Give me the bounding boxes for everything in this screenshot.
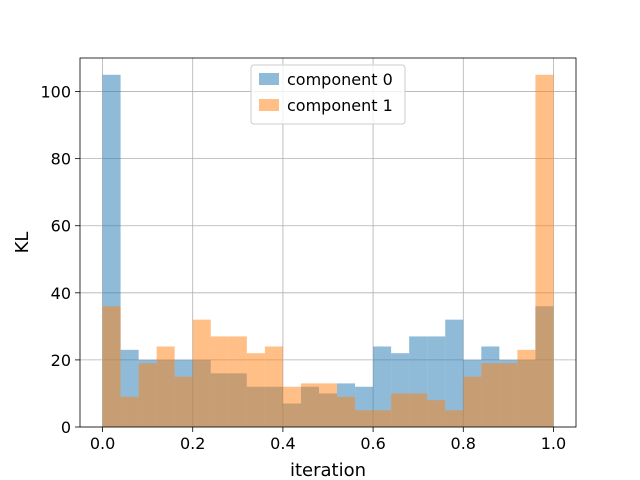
legend-frame bbox=[250, 64, 406, 125]
bar-series1-bin19 bbox=[445, 410, 464, 427]
bar-series1-bin7 bbox=[228, 336, 247, 427]
bars-layer bbox=[102, 74, 554, 427]
bar-series0-bin19 bbox=[445, 319, 464, 427]
bar-series1-bin5 bbox=[192, 319, 211, 427]
x-axis-title: iteration bbox=[290, 460, 366, 480]
legend-label-1: component 1 bbox=[287, 96, 393, 115]
bar-series1-bin24 bbox=[535, 74, 554, 427]
bar-series1-bin15 bbox=[373, 410, 392, 427]
bar-series1-bin12 bbox=[318, 383, 338, 427]
y-tick-label-3: 60 bbox=[51, 217, 71, 236]
bar-series1-bin21 bbox=[481, 363, 500, 427]
legend: component 0 component 1 bbox=[250, 64, 406, 125]
bar-series1-bin2 bbox=[138, 363, 157, 427]
bar-series1-bin0 bbox=[102, 306, 121, 427]
y-tick-label-2: 40 bbox=[51, 284, 71, 303]
bar-series1-bin4 bbox=[174, 376, 193, 427]
y-tick-label-4: 80 bbox=[51, 150, 71, 169]
bar-series1-bin9 bbox=[264, 346, 283, 427]
bar-series1-bin22 bbox=[499, 363, 518, 427]
y-tick-label-0: 0 bbox=[61, 418, 71, 437]
bar-series1-bin11 bbox=[300, 383, 319, 427]
x-tick-label-3: 0.6 bbox=[360, 434, 385, 453]
bar-series1-bin10 bbox=[282, 386, 301, 427]
bar-series1-bin1 bbox=[120, 396, 139, 427]
bar-series1-bin23 bbox=[517, 349, 536, 427]
legend-swatch-0 bbox=[259, 73, 279, 85]
plot-frame bbox=[79, 57, 577, 428]
x-tick-label-1: 0.2 bbox=[180, 434, 205, 453]
bar-series1-bin16 bbox=[391, 393, 410, 427]
bar-series1-bin6 bbox=[210, 336, 229, 427]
y-tick-label-1: 20 bbox=[51, 351, 71, 370]
bar-series1-bin20 bbox=[463, 376, 482, 427]
x-tick-label-5: 1.0 bbox=[541, 434, 566, 453]
bar-series1-bin8 bbox=[246, 353, 265, 427]
x-tick-label-4: 0.8 bbox=[451, 434, 476, 453]
bar-series1-bin18 bbox=[427, 400, 446, 427]
legend-label-0: component 0 bbox=[287, 70, 393, 89]
bar-series0-bin15 bbox=[373, 346, 392, 427]
bar-series1-bin3 bbox=[156, 346, 175, 427]
ticks-layer: 0.0 0.2 0.4 0.6 0.8 1.0 0 20 40 60 80 100 bbox=[40, 83, 566, 453]
legend-swatch-1 bbox=[259, 99, 279, 111]
y-axis-title: KL bbox=[12, 232, 33, 254]
x-tick-label-2: 0.4 bbox=[270, 434, 295, 453]
bar-series1-bin13 bbox=[337, 396, 356, 427]
x-tick-label-0: 0.0 bbox=[90, 434, 115, 453]
bar-series1-bin17 bbox=[409, 393, 428, 427]
bar-series1-bin14 bbox=[355, 410, 374, 427]
y-tick-label-5: 100 bbox=[40, 83, 71, 102]
